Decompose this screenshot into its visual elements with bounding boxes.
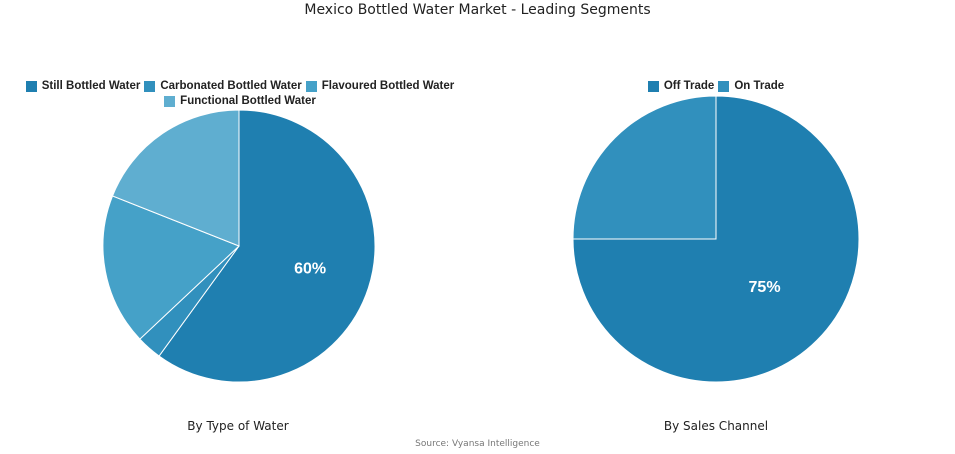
legend-label: Still Bottled Water [41, 80, 141, 92]
pie-slice-on-trade[interactable] [572, 95, 717, 240]
source-note: Source: Vyansa Intelligence [415, 439, 540, 449]
legend-item-carbonated[interactable]: Carbonated Bottled Water [144, 80, 302, 92]
legend-swatch [25, 80, 37, 92]
pie-subtitle-sales-channel: By Sales Channel [663, 419, 769, 433]
legend-label: Functional Bottled Water [180, 95, 316, 107]
pie-slice-flavoured-bottled-water[interactable] [102, 195, 240, 340]
legend-item-functional[interactable]: Functional Bottled Water [164, 95, 316, 107]
legend-swatch [144, 80, 156, 92]
pie-data-label: 75% [749, 279, 781, 296]
legend-item-flavoured[interactable]: Flavoured Bottled Water [305, 80, 455, 92]
legend-label: Carbonated Bottled Water [160, 80, 302, 92]
legend-sales-channel: Off Trade On Trade [566, 80, 866, 92]
pie-data-label: 60% [294, 260, 326, 277]
legend-type-of-water: Still Bottled Water Carbonated Bottled W… [20, 80, 460, 107]
legend-label: Off Trade [663, 80, 715, 92]
pie-slice-off-trade[interactable] [572, 95, 860, 383]
pie-slice-functional-bottled-water[interactable] [111, 109, 240, 247]
legend-swatch [164, 95, 176, 107]
pie-subtitle-type-of-water: By Type of Water [187, 419, 289, 433]
pie-slice-still-bottled-water[interactable] [158, 109, 376, 383]
legend-label: Flavoured Bottled Water [321, 80, 455, 92]
chart-title: Mexico Bottled Water Market - Leading Se… [304, 2, 651, 18]
legend-item-still[interactable]: Still Bottled Water [25, 80, 141, 92]
legend-swatch [718, 80, 730, 92]
legend-item-on-trade[interactable]: On Trade [718, 80, 784, 92]
legend-label: On Trade [734, 80, 785, 92]
legend-swatch [305, 80, 317, 92]
legend-swatch [647, 80, 659, 92]
legend-item-off-trade[interactable]: Off Trade [647, 80, 715, 92]
